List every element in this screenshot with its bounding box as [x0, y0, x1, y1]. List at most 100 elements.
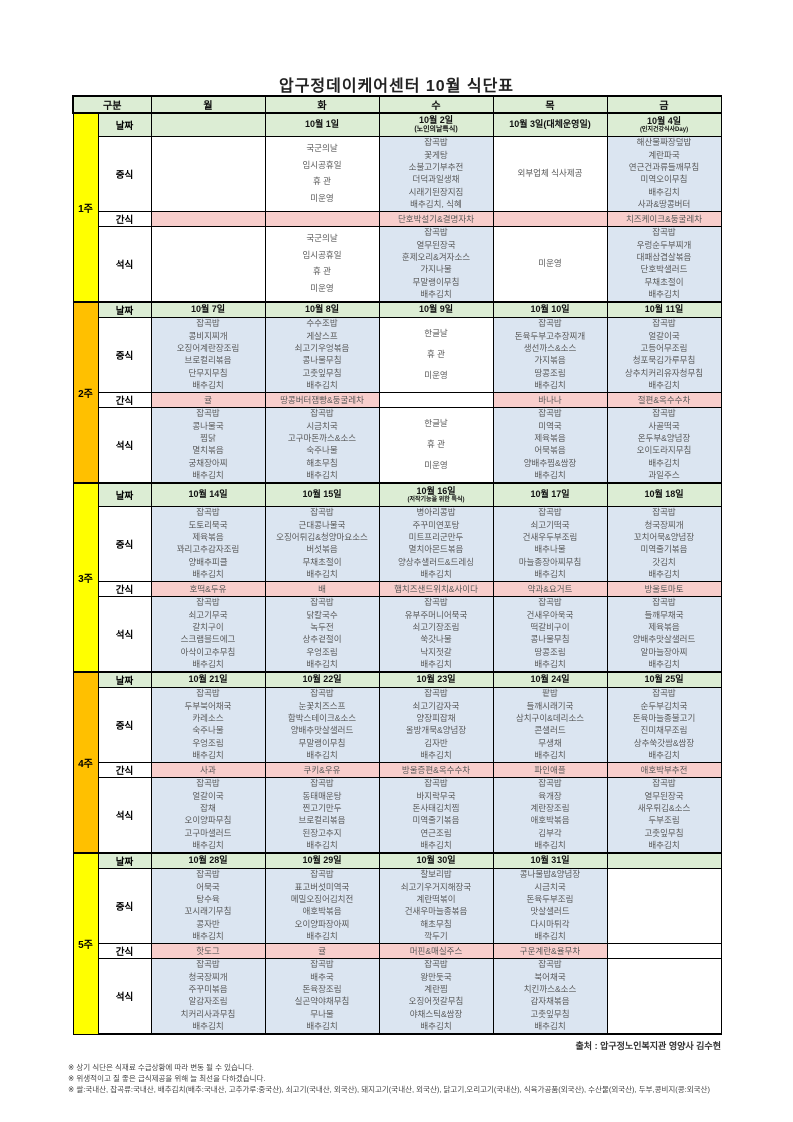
- menu-item: 배추김치: [648, 379, 680, 390]
- dinner-cell: 잡곡밥 들깨무채국 제육볶음 양배추맛살샐러드 알마늘장아찌 배추김치: [606, 596, 722, 673]
- menu-item: 배추김치: [192, 568, 224, 579]
- menu-item: 해초무침: [306, 457, 338, 468]
- menu-item: 잡곡밥: [652, 597, 676, 608]
- lunch-cell: 잡곡밥 청국장찌개 꼬치어묵&양념장 미역줄기볶음 갓김치 배추김치: [606, 506, 722, 582]
- menu-item: 갈치구이: [192, 621, 224, 632]
- menu-item: 사과&땅콩버터: [637, 198, 691, 209]
- menu-item: 미운영: [310, 283, 334, 294]
- menu-item: 미역국: [538, 420, 562, 431]
- week-2-snack-row: 간식 귤 땅콩버터잼빵&둥굴레차 바나나 절편&옥수수차: [73, 392, 722, 408]
- source-credit: 출처 : 압구정노인복지관 영양사 김수현: [575, 1041, 721, 1051]
- menu-item: 들깨무채국: [644, 609, 684, 620]
- menu-item: 건새우마늘종볶음: [404, 906, 468, 917]
- week-1-dinner-row: 석식 국군의날 임시공휴일 휴 관 미운영 잡곡밥 열무된장국 훈제오리&겨자소스 가지나물 무말…: [73, 226, 722, 303]
- dinner-cell: 미운영: [492, 226, 608, 303]
- date-cell: 10월 18일: [606, 482, 722, 507]
- lunch-cell: 잡곡밥 얼갈이국 고등어무조림 청포묵김가루무침 상추치커리유자청무침 배추김치: [606, 317, 722, 393]
- date-cell: 10월 25일: [606, 671, 722, 688]
- menu-item: 생선까스&소스: [523, 342, 577, 353]
- menu-item: 국군의날: [306, 142, 338, 153]
- snack-cell: 방울증편&옥수수차: [378, 762, 494, 778]
- menu-item: 낙지젓갈: [420, 646, 452, 657]
- menu-item: 쇠고기떡국: [530, 519, 570, 530]
- menu-item: 오이양파무침: [184, 815, 232, 826]
- menu-item: 오이도라지무침: [636, 445, 692, 456]
- menu-item: 배추김치: [306, 749, 338, 760]
- menu-item: 잡곡밥: [538, 507, 562, 518]
- menu-item: 땅콩조림: [534, 367, 566, 378]
- table-header-row: 구분 월 화 수 목 금: [72, 95, 722, 114]
- menu-item: 미운영: [424, 370, 448, 381]
- lunch-cell: 외부업체 식사제공: [492, 136, 608, 212]
- menu-item: 두부조림: [648, 815, 680, 826]
- menu-item: 맛살샐러드: [530, 906, 570, 917]
- menu-item: 배추김치: [192, 749, 224, 760]
- row-label-date: 날짜: [97, 301, 152, 318]
- menu-item: 우렁순두부찌개: [636, 239, 692, 250]
- menu-item: 들깨시래기국: [526, 700, 574, 711]
- lunch-cell: 수수조밥 게살스프 쇠고기우엉볶음 콩나물무침 고춧잎무침 배추김치: [264, 317, 380, 393]
- menu-item: 숙주나물: [192, 725, 224, 736]
- menu-item: 사골떡국: [648, 420, 680, 431]
- dinner-cell: 잡곡밥 북어채국 치킨까스&소스 감자채볶음 고춧잎무침 배추김치: [492, 958, 608, 1035]
- menu-item: 배추김치: [420, 288, 452, 299]
- date-cell: 10월 30일: [378, 852, 494, 869]
- dinner-cell: 잡곡밥 육개장 계란장조림 애호박볶음 김부각 배추김치: [492, 777, 608, 854]
- menu-item: 배추나물: [534, 544, 566, 555]
- menu-item: 스크램블드에그: [180, 634, 236, 645]
- menu-item: 팥밥: [542, 688, 558, 699]
- date-cell: 10월 29일: [264, 852, 380, 869]
- dinner-cell: 잡곡밥 왕만둣국 계란찜 오징어젓갈무침 야채스틱&쌈장 배추김치: [378, 958, 494, 1035]
- menu-item: 소불고기부추전: [408, 161, 464, 172]
- date-cell: 10월 28일: [150, 852, 266, 869]
- week-3-lunch-row: 중식 잡곡밥 도토리묵국 제육볶음 꽈리고추감자조림 양배추피클 배추김치 잡곡밥 근대콩나물국…: [73, 506, 722, 582]
- menu-item: 버섯볶음: [306, 544, 338, 555]
- menu-item: 잡곡밥: [196, 597, 220, 608]
- menu-item: 배추김치: [534, 749, 566, 760]
- menu-item: 한글날: [424, 418, 448, 429]
- menu-item: 단호박샐러드: [640, 264, 688, 275]
- lunch-cell: [606, 868, 722, 944]
- menu-item: 돈사태김치찜: [412, 802, 460, 813]
- dinner-cell: [150, 226, 266, 303]
- footnote-3: ※ 쌀:국내산, 잡곡류:국내산, 배추김치(배추:국내산, 고추가루:중국산)…: [68, 1085, 710, 1095]
- menu-item: 함박스테이크&소스: [287, 712, 357, 723]
- menu-item: 시금치국: [534, 881, 566, 892]
- snack-cell: 약과&요거트: [492, 581, 608, 597]
- menu-item: 양배추찜&쌈장: [523, 457, 577, 468]
- menu-item: 국군의날: [306, 232, 338, 243]
- menu-item: 쇠고기무국: [188, 609, 228, 620]
- menu-item: 브로컬리볶음: [184, 355, 232, 366]
- menu-item: 미역오이무침: [640, 174, 688, 185]
- menu-item: 미운영: [538, 258, 562, 269]
- row-label-snack: 간식: [97, 211, 152, 227]
- dinner-cell: 잡곡밥 닭칼국수 녹두전 상추겉절이 우엉조림 배추김치: [264, 596, 380, 673]
- menu-item: 잡곡밥: [424, 688, 448, 699]
- meal-plan-table-body: 구분 월 화 수 목 금 1주 날짜 10월 1일 10월 2일 (노인의날특식) 10월 3일(대체…: [72, 95, 722, 1035]
- date-subtitle: (노인의날특식): [414, 126, 458, 134]
- row-label-date: 날짜: [97, 671, 152, 688]
- menu-item: 한글날: [424, 328, 448, 339]
- menu-item: 주꾸미연포탕: [412, 519, 460, 530]
- page-title: 압구정데이케어센터 10월 식단표: [278, 78, 515, 95]
- menu-item: 무말랭이무침: [412, 276, 460, 287]
- menu-item: 꽈리고추감자조림: [176, 544, 240, 555]
- menu-item: 잡곡밥: [310, 688, 334, 699]
- menu-item: 배추김치: [192, 379, 224, 390]
- menu-item: 잡곡밥: [652, 688, 676, 699]
- menu-item: 오이양파장아찌: [294, 918, 350, 929]
- snack-cell: [606, 943, 722, 959]
- menu-item: 시금치국: [306, 420, 338, 431]
- snack-cell: 단호박설기&결명자차: [378, 211, 494, 227]
- menu-item: 잡곡밥: [310, 778, 334, 789]
- menu-item: 계란찜: [424, 983, 448, 994]
- menu-item: 치킨까스&소스: [523, 983, 577, 994]
- date-cell: 10월 9일: [378, 301, 494, 318]
- row-label-dinner: 석식: [97, 226, 152, 303]
- menu-item: 배추김치: [648, 288, 680, 299]
- menu-item: 휴 관: [426, 439, 445, 450]
- menu-item: 꽃게탕: [424, 149, 448, 160]
- snack-cell: 바나나: [492, 392, 608, 408]
- week-1-lunch-row: 중식 국군의날 임시공휴일 휴 관 미운영 잡곡밥 꽃게탕 소불고기부추전 더덕과일생채 시래기된…: [73, 136, 722, 212]
- menu-item: 잡곡밥: [424, 227, 448, 238]
